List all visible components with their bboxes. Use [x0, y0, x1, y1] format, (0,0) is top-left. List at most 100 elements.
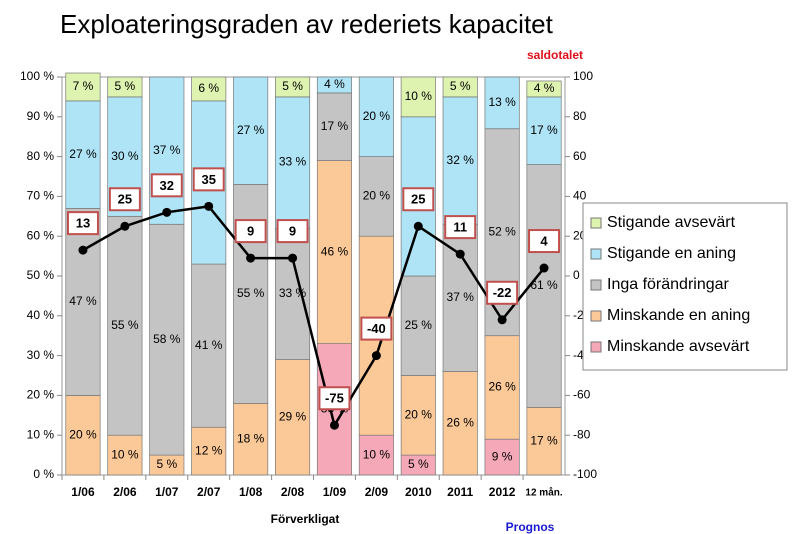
legend-swatch — [590, 248, 602, 260]
x-tick-label: 2/09 — [365, 485, 389, 499]
bar-segment — [358, 434, 394, 476]
y2-tick-label: -100 — [573, 467, 597, 481]
bar-segment — [107, 76, 143, 98]
bar-segment — [191, 76, 227, 102]
line-label-box — [66, 211, 99, 236]
legend-swatch — [590, 217, 602, 229]
bar-segment — [275, 227, 311, 360]
bar-value-label: 20 % — [405, 407, 433, 421]
annotation: Prognos — [506, 520, 555, 534]
bar-value-label: 17 % — [530, 433, 558, 447]
x-tick-label: 1/07 — [155, 485, 179, 499]
y-tick-label: 50 % — [27, 268, 55, 282]
line-value-label: -40 — [367, 321, 386, 336]
bar-segment — [107, 434, 143, 476]
y-tick-label: 90 % — [27, 109, 55, 123]
line-label-box — [318, 386, 351, 411]
bar-value-label: 20 % — [363, 189, 391, 203]
bar-segment — [233, 76, 269, 185]
x-tick-label: 1/09 — [323, 485, 347, 499]
line-marker — [162, 207, 172, 217]
bar-value-label: 37 % — [153, 143, 181, 157]
bar-value-label: 41 % — [195, 338, 223, 352]
bar-value-label: 7 % — [73, 79, 94, 93]
line-label-box — [360, 316, 393, 341]
bar-segment — [442, 76, 478, 98]
line-label-box — [486, 280, 519, 305]
bar-value-label: 33 % — [279, 155, 307, 169]
bar-value-label: 6 % — [198, 81, 219, 95]
bar-segment — [400, 375, 436, 456]
y2-tick-label: 100 — [573, 69, 593, 83]
bar-segment — [316, 160, 352, 345]
line-value-label: 32 — [160, 178, 174, 193]
line-label-box — [108, 187, 141, 212]
line-label-box — [192, 167, 225, 192]
bar-segment — [526, 96, 562, 165]
bar-segment — [400, 275, 436, 376]
line-value-label: 4 — [540, 233, 548, 248]
y-tick-label: 60 % — [27, 228, 55, 242]
line-marker — [246, 253, 256, 263]
legend-swatch — [590, 279, 602, 291]
line-label-box — [528, 229, 561, 254]
x-tick-label: 1/08 — [239, 485, 263, 499]
line-marker — [455, 249, 465, 259]
bar-value-label: 13 % — [488, 95, 516, 109]
line-value-label: 9 — [289, 224, 296, 239]
bar-value-label: 27 % — [69, 147, 97, 161]
x-tick-label: 2/07 — [197, 485, 221, 499]
bar-segment — [275, 359, 311, 476]
bar-segment — [275, 96, 311, 229]
bar-value-label: 12 % — [195, 443, 223, 457]
bar-value-label: 37 % — [447, 290, 475, 304]
bar-value-label: 9 % — [492, 449, 513, 463]
x-tick-label: 1/06 — [71, 485, 95, 499]
line-value-label: 9 — [247, 224, 254, 239]
bar-value-label: 5 % — [115, 79, 136, 93]
bar-value-label: 17 % — [321, 119, 349, 133]
bar-value-label: 5 % — [408, 457, 429, 471]
x-tick-label: 12 mån. — [525, 487, 562, 499]
y2-axis-label: saldotalet — [527, 48, 583, 62]
x-tick-label: 2010 — [405, 485, 432, 499]
bar-segment — [65, 72, 101, 102]
bar-segment — [526, 164, 562, 408]
legend-swatch — [590, 341, 602, 353]
legend-label: Inga förändringar — [607, 276, 730, 293]
bar-segment — [442, 223, 478, 372]
y-tick-label: 0 % — [33, 467, 54, 481]
bar-value-label: 32 % — [447, 153, 475, 167]
bar-segment — [442, 371, 478, 476]
line-value-label: 13 — [76, 216, 90, 231]
legend-swatch — [590, 310, 602, 322]
bar-segment — [442, 96, 478, 225]
y2-tick-label: 0 — [573, 268, 580, 282]
bar-segment — [65, 207, 101, 396]
line-marker — [78, 245, 88, 255]
y-tick-label: 70 % — [27, 189, 55, 203]
bar-value-label: 10 % — [363, 447, 391, 461]
line-marker — [539, 263, 549, 273]
line — [82, 205, 546, 429]
bar-value-label: 10 % — [111, 447, 139, 461]
bar-value-label: 10 % — [405, 89, 433, 103]
bar-segment — [316, 76, 352, 94]
legend-label: Minskande avsevärt — [607, 338, 750, 355]
bar-segment — [275, 76, 311, 98]
bar-value-label: 25 % — [405, 318, 433, 332]
legend-label: Stigande en aning — [607, 245, 736, 262]
bar-value-label: 4 % — [324, 77, 345, 91]
line-label-box — [234, 219, 267, 244]
x-tick-label: 2012 — [489, 485, 516, 499]
annotation: Förverkligat — [271, 512, 340, 526]
line-marker — [329, 420, 339, 430]
bar-value-label: 5 % — [156, 457, 177, 471]
bar-segment — [400, 76, 436, 118]
y-tick-label: 20 % — [27, 388, 55, 402]
y2-tick-label: -60 — [573, 388, 591, 402]
bar-value-label: 17 % — [530, 123, 558, 137]
bar-value-label: 26 % — [447, 415, 475, 429]
y2-tick-label: 60 — [573, 149, 587, 163]
bar-value-label: 52 % — [488, 224, 516, 238]
